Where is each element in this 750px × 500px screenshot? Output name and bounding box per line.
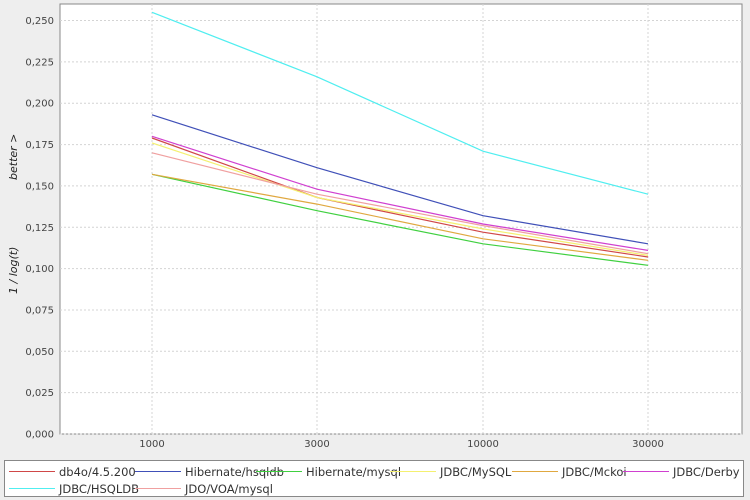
- series-line-hibernate-hsqldb: [151, 114, 649, 245]
- y-tick-label: 0,150: [25, 181, 54, 192]
- legend-item: Hibernate/mysql: [256, 463, 401, 480]
- legend-item: JDO/VOA/mysql: [135, 480, 273, 497]
- y-tick-label: 0,050: [25, 347, 54, 358]
- x-tick-label: 30000: [632, 439, 664, 450]
- y-axis-label-top: better >: [7, 134, 20, 180]
- y-tick-label: 0,000: [25, 430, 54, 441]
- plot-area: [59, 3, 743, 435]
- series-line-jdo-voa-mysql: [151, 152, 649, 255]
- legend-swatch: [623, 471, 669, 472]
- legend-label: JDO/VOA/mysql: [185, 481, 273, 496]
- legend-item: JDBC/HSQLDB: [9, 480, 139, 497]
- x-tick-label: 3000: [304, 439, 329, 450]
- legend-swatch: [390, 471, 436, 472]
- legend-item: db4o/4.5.200: [9, 463, 136, 480]
- x-tick-labels: 1000 3000 10000 30000: [139, 439, 664, 450]
- legend-item: JDBC/Mckoi: [512, 463, 627, 480]
- y-tick-labels: 0,000 0,025 0,050 0,075 0,100 0,125 0,150 0,175…: [25, 16, 54, 440]
- legend-label: db4o/4.5.200: [59, 464, 136, 479]
- series-line-jdbc-mckoi: [151, 173, 649, 261]
- legend: db4o/4.5.200 Hibernate/hsqldb Hibernate/my…: [4, 460, 744, 497]
- y-tick-label: 0,175: [25, 140, 54, 151]
- y-tick-label: 0,250: [25, 16, 54, 27]
- legend-label: Hibernate/mysql: [306, 464, 402, 479]
- y-tick-label: 0,025: [25, 388, 54, 399]
- legend-swatch: [256, 471, 302, 472]
- chart: 0,000 0,025 0,050 0,075 0,100 0,125 0,150 0,175…: [7, 3, 743, 450]
- x-tick-label: 1000: [139, 439, 164, 450]
- series-line-jdbc-derby: [151, 135, 649, 251]
- x-tick-label: 10000: [467, 439, 499, 450]
- y-axis-label-bottom: 1 / log(t): [7, 247, 20, 294]
- y-tick-label: 0,200: [25, 99, 54, 110]
- legend-item: JDBC/MySQL: [390, 463, 511, 480]
- y-tick-label: 0,125: [25, 223, 54, 234]
- legend-swatch: [135, 471, 181, 472]
- series-line-jdbc-hsqldb: [151, 11, 649, 195]
- y-tick-label: 0,075: [25, 305, 54, 316]
- legend-label: JDBC/MySQL: [440, 464, 512, 479]
- legend-label: Hibernate/hsqldb: [185, 464, 284, 479]
- series-line-jdbc-mysql: [151, 142, 649, 256]
- y-tick-label: 0,100: [25, 264, 54, 275]
- legend-label: JDBC/Mckoi: [562, 464, 627, 479]
- legend-swatch: [9, 488, 55, 489]
- y-tick-label: 0,225: [25, 57, 54, 68]
- legend-swatch: [135, 488, 181, 489]
- legend-swatch: [512, 471, 558, 472]
- legend-item: Hibernate/hsqldb: [135, 463, 284, 480]
- legend-label: JDBC/Derby: [673, 464, 740, 479]
- legend-swatch: [9, 471, 55, 472]
- legend-item: JDBC/Derby: [623, 463, 740, 480]
- series-lines: [151, 11, 649, 266]
- series-line-hibernate-mysql: [151, 173, 649, 266]
- legend-label: JDBC/HSQLDB: [59, 481, 139, 496]
- series-line-db4o-4-5-200: [151, 137, 649, 258]
